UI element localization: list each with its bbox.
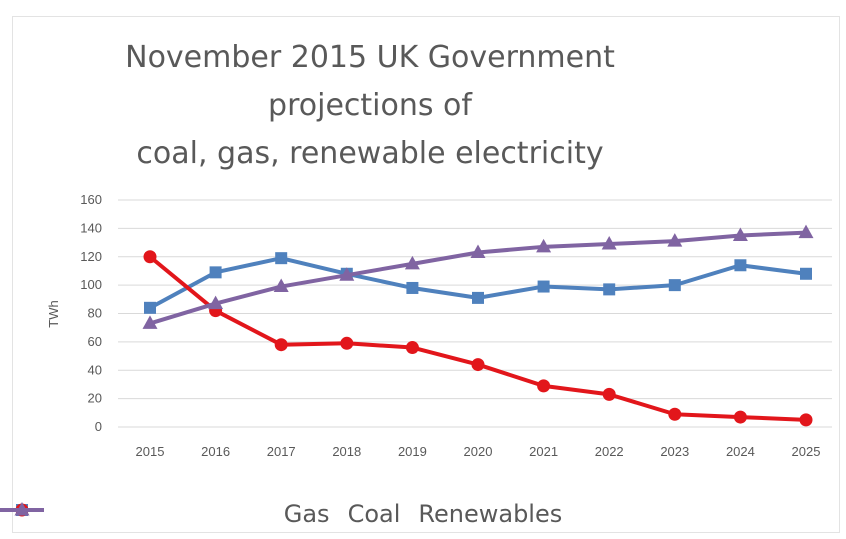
data-point-renewables: [404, 255, 420, 270]
y-tick-label: 160: [80, 192, 102, 207]
legend-item-renewables: Renewables: [0, 500, 563, 528]
x-tick-label: 2020: [464, 444, 493, 459]
data-point-renewables: [273, 278, 289, 293]
y-tick-label: 40: [88, 362, 102, 377]
data-point-coal: [143, 250, 157, 264]
chart-title-line: coal, gas, renewable electricity: [136, 136, 604, 171]
y-axis-label: TWh: [46, 300, 61, 327]
data-point-renewables: [536, 238, 552, 253]
data-point-renewables: [667, 233, 683, 247]
data-point-gas: [537, 280, 550, 293]
x-tick-label: 2019: [398, 444, 427, 459]
data-point-gas: [603, 283, 616, 296]
data-point-renewables: [601, 235, 617, 250]
x-tick-label: 2016: [201, 444, 230, 459]
x-tick-label: 2022: [595, 444, 624, 459]
legend-label: Renewables: [418, 500, 563, 528]
x-tick-label: 2023: [660, 444, 689, 459]
data-point-gas: [209, 266, 222, 279]
x-tick-label: 2015: [136, 444, 165, 459]
data-point-renewables: [732, 227, 748, 241]
data-point-gas: [800, 267, 812, 280]
legend-label: Coal: [347, 500, 401, 528]
data-point-renewables: [798, 224, 814, 239]
data-point-gas: [144, 301, 156, 314]
chart-legend: Gas Coal Renewables: [0, 500, 846, 528]
chart-title: November 2015 UK Government projections …: [0, 34, 740, 178]
data-point-coal: [405, 341, 419, 355]
series-line-coal: [148, 255, 807, 422]
data-point-coal: [668, 407, 682, 421]
y-tick-label: 20: [88, 391, 102, 406]
data-point-gas: [406, 281, 419, 294]
y-tick-label: 60: [88, 334, 102, 349]
x-tick-label: 2017: [267, 444, 296, 459]
data-point-renewables: [208, 295, 224, 310]
data-point-coal: [602, 387, 616, 401]
y-tick-label: 140: [80, 220, 102, 235]
data-point-renewables: [142, 315, 158, 329]
data-point-coal: [274, 338, 288, 352]
data-point-coal: [340, 336, 354, 350]
legend-item-gas: Gas: [0, 500, 330, 528]
data-point-renewables: [339, 267, 355, 281]
y-tick-label: 80: [88, 306, 102, 321]
legend-key-renewables: [0, 502, 44, 516]
legend-label: Gas: [283, 500, 330, 528]
data-point-renewables: [470, 244, 486, 258]
legend-item-coal: Coal: [0, 500, 401, 528]
y-tick-label: 100: [80, 277, 102, 292]
data-point-coal: [799, 413, 813, 427]
data-point-gas: [472, 291, 484, 304]
x-tick-label: 2024: [726, 444, 755, 459]
x-tick-label: 2025: [792, 444, 821, 459]
y-tick-label: 0: [95, 419, 102, 434]
y-tick-label: 120: [80, 249, 102, 264]
chart-title-line: projections of: [268, 88, 472, 123]
data-point-gas: [275, 252, 288, 265]
data-point-coal: [471, 358, 485, 372]
data-point-coal: [537, 379, 551, 393]
chart-area: [12, 16, 840, 533]
x-tick-label: 2021: [529, 444, 558, 459]
data-point-gas: [734, 259, 747, 272]
x-tick-label: 2018: [332, 444, 361, 459]
data-point-gas: [668, 279, 681, 292]
chart-title-line: November 2015 UK Government: [125, 40, 615, 75]
data-point-coal: [733, 410, 747, 424]
